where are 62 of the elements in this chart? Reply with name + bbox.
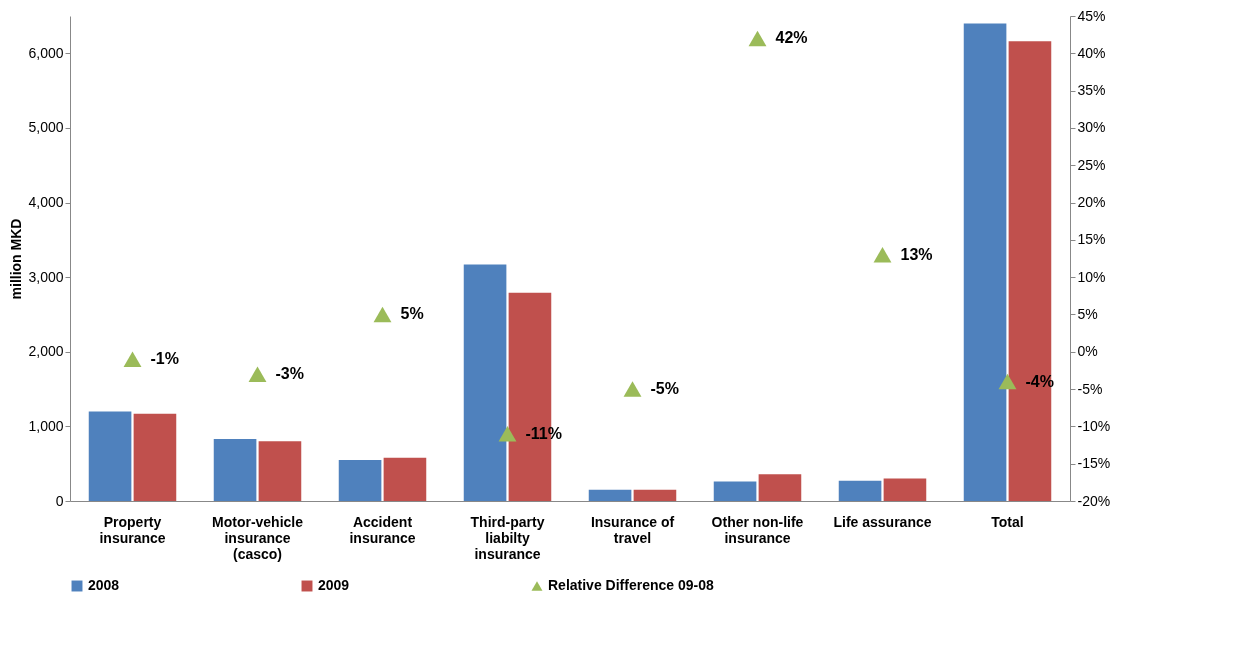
bar <box>383 457 427 501</box>
x-tick-label: Total <box>991 513 1024 530</box>
data-label: -1% <box>150 350 179 368</box>
y-tick-label: 1,000 <box>28 417 64 434</box>
x-tick-label: Life assurance <box>833 513 932 530</box>
bar <box>758 474 802 501</box>
y2-tick-label: 30% <box>1077 119 1106 136</box>
bar <box>883 478 927 501</box>
x-tick-label: Property insurance <box>99 513 166 546</box>
bar <box>838 480 882 501</box>
y-tick-label: 3,000 <box>28 268 64 285</box>
bar <box>213 439 257 501</box>
y2-tick-label: 20% <box>1077 194 1106 211</box>
point <box>498 426 517 442</box>
y2-tick-label: 15% <box>1077 231 1106 248</box>
bar <box>133 413 177 501</box>
y2-tick-label: 10% <box>1077 268 1106 285</box>
point <box>123 351 142 367</box>
y-axis-title: million MKD <box>8 218 25 300</box>
y-tick-label: 0 <box>55 492 64 509</box>
point <box>748 30 767 47</box>
point <box>623 381 642 397</box>
bar <box>463 264 507 501</box>
x-tick-label: Other non-life insurance <box>711 513 804 546</box>
point <box>373 306 392 323</box>
point <box>873 247 892 263</box>
x-tick-label: Third-party liabilty insurance <box>470 513 545 562</box>
bar <box>963 23 1007 501</box>
legend-label: Relative Difference 09-08 <box>548 577 714 593</box>
data-label: -5% <box>650 380 679 398</box>
data-label: 5% <box>400 305 424 323</box>
bar <box>713 481 757 501</box>
y2-tick-label: 25% <box>1077 156 1106 173</box>
y2-tick-label: -10% <box>1077 417 1111 434</box>
bar <box>1008 41 1052 501</box>
legend-label: 2009 <box>318 577 350 593</box>
x-tick-label: Insurance of travel <box>590 513 675 546</box>
y2-tick-label: -15% <box>1077 455 1111 472</box>
bar <box>258 441 302 501</box>
y-tick-label: 2,000 <box>28 343 64 360</box>
y2-tick-label: 35% <box>1077 82 1106 99</box>
data-label: 42% <box>775 29 808 47</box>
y-tick-label: 4,000 <box>28 194 64 211</box>
y2-tick-label: -20% <box>1077 492 1111 509</box>
y-tick-label: 5,000 <box>28 119 64 136</box>
y2-tick-label: 45% <box>1077 7 1106 24</box>
data-label: 13% <box>900 245 933 263</box>
x-tick-label: Motor-vehicle insurance (casco) <box>211 513 304 562</box>
point <box>998 373 1017 390</box>
y2-tick-label: 5% <box>1077 305 1098 322</box>
y2-tick-label: 40% <box>1077 44 1106 61</box>
y2-tick-label: -5% <box>1077 380 1103 397</box>
data-label: -3% <box>275 365 304 383</box>
bar <box>633 489 677 501</box>
bar <box>588 489 632 501</box>
y-tick-label: 6,000 <box>28 44 64 61</box>
y2-tick-label: 0% <box>1077 343 1098 360</box>
x-tick-label: Accident insurance <box>349 513 416 546</box>
legend-label: 2008 <box>88 577 120 593</box>
point <box>248 366 267 382</box>
bar <box>88 411 132 501</box>
bar <box>338 459 382 501</box>
